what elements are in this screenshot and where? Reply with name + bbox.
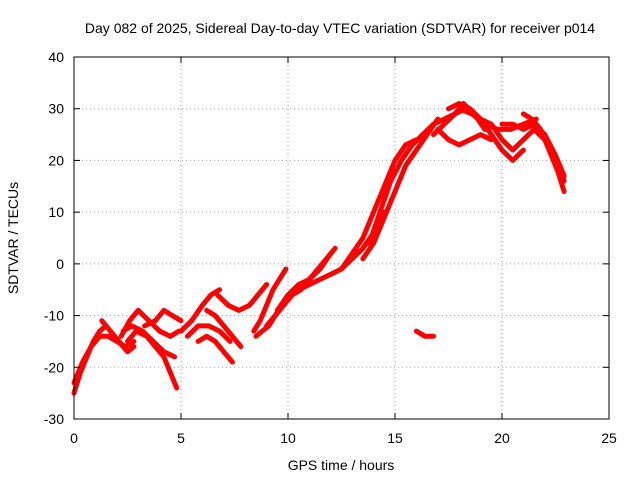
series-line-sat-07 [142,307,184,329]
series-line-sat-02 [71,333,137,386]
y-tick-label: 30 [48,101,64,117]
series-line-sat-08 [178,287,222,334]
ticks: 0 5 10 15 20 25 -30 -20 -10 0 10 20 30 40 [44,49,617,446]
series-line-sat-19 [360,116,441,262]
chart-title: Day 082 of 2025, Sidereal Day-to-day VTE… [85,20,595,36]
y-axis-label: SDTVAR / TECUs [5,182,21,294]
x-tick-label: 25 [601,430,617,446]
x-tick-label: 10 [280,430,296,446]
series-line-sat-29 [531,121,567,184]
series-line-sat-12 [214,282,270,313]
x-tick-label: 0 [70,430,78,446]
y-tick-label: -20 [44,359,64,375]
plot-frame [73,56,610,420]
series-line-sat-09 [184,323,233,344]
x-tick-label: 15 [387,430,403,446]
series-line-sat-10 [195,333,235,365]
series-line-sat-06 [125,328,180,391]
series-line-sat-03 [99,318,137,355]
x-tick-label: 20 [494,430,510,446]
series-line-sat-13 [251,266,289,334]
y-tick-label: -30 [44,411,64,427]
series-layer [71,101,567,396]
x-axis-label: GPS time / hours [288,457,395,473]
series-line-sat-21 [413,328,436,339]
series-line-sat-23 [435,126,494,148]
x-tick-label: 5 [177,430,185,446]
y-tick-label: 40 [48,49,64,65]
series-line-sat-26 [478,116,548,153]
y-tick-label: 0 [56,256,64,272]
y-tick-label: 10 [48,204,64,220]
grid [74,57,609,419]
y-tick-label: 20 [48,152,64,168]
series-line-sat-18 [339,137,419,272]
series-line-sat-11 [204,307,244,350]
series-line-sat-04 [118,307,182,339]
y-tick-label: -10 [44,308,64,324]
series-line-sat-16 [274,251,334,313]
